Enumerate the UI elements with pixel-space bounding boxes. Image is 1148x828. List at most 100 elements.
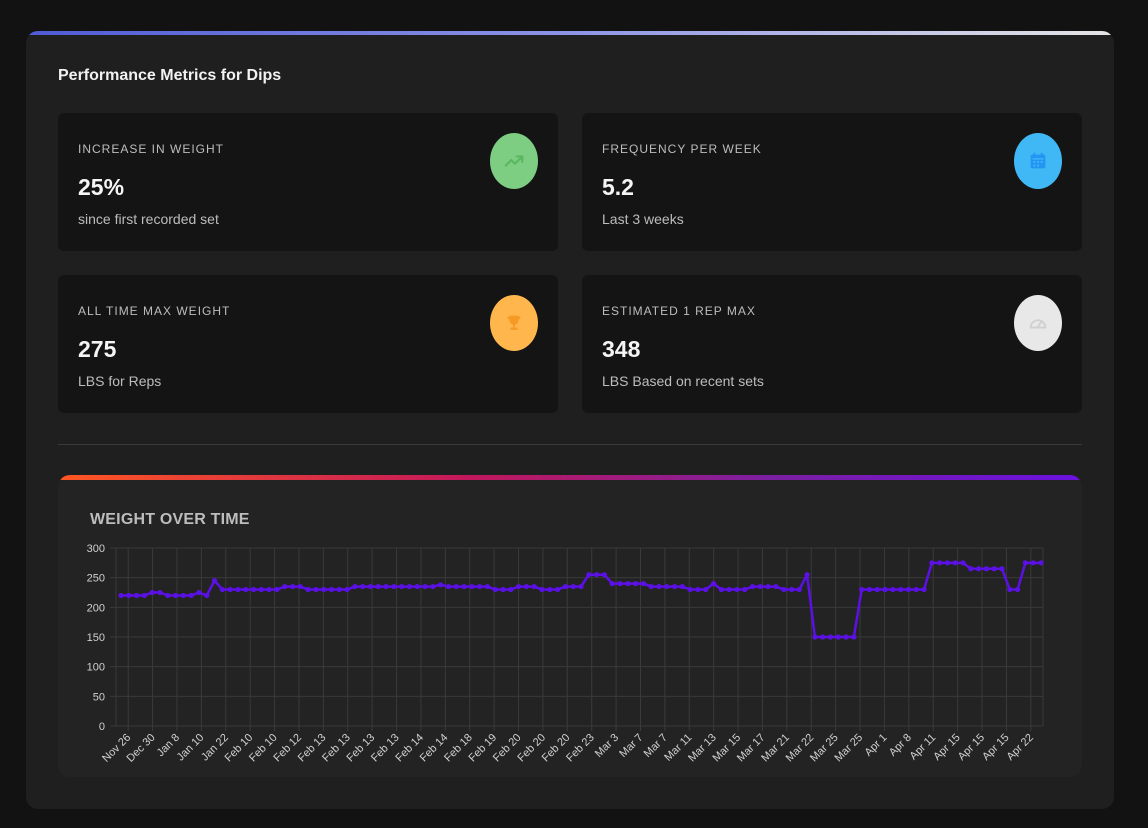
data-point <box>718 586 724 593</box>
data-point <box>578 583 584 590</box>
x-tick-label: Apr 1 <box>862 732 889 759</box>
series-line <box>121 561 1041 639</box>
metric-subtitle: LBS for Reps <box>78 373 162 389</box>
data-point <box>469 583 475 590</box>
data-point <box>196 589 202 596</box>
data-point <box>344 586 350 593</box>
data-point <box>968 566 974 572</box>
panel-title: Performance Metrics for Dips <box>58 67 282 84</box>
data-point <box>305 586 311 593</box>
y-tick-label: 250 <box>87 573 105 585</box>
data-point <box>976 566 982 572</box>
data-point <box>1022 560 1029 566</box>
data-point <box>913 586 919 593</box>
data-point <box>258 586 264 593</box>
data-point <box>640 581 646 587</box>
data-point <box>687 586 693 593</box>
data-point <box>617 581 623 587</box>
data-point <box>601 572 607 578</box>
data-point <box>133 592 140 599</box>
x-tick-label: Mar 7 <box>617 732 645 760</box>
data-point <box>492 586 498 593</box>
calendar-icon <box>1014 133 1062 189</box>
data-point <box>625 581 631 587</box>
data-point <box>991 566 997 572</box>
data-point <box>632 581 639 587</box>
data-point <box>929 560 935 566</box>
data-point <box>360 583 366 590</box>
data-point <box>851 634 857 640</box>
data-point <box>399 583 405 590</box>
data-point <box>430 583 436 590</box>
data-point <box>297 583 303 590</box>
data-point <box>609 581 615 587</box>
data-point <box>266 586 272 593</box>
data-point <box>118 592 124 599</box>
data-point <box>859 586 865 593</box>
data-point <box>827 634 834 640</box>
data-point <box>679 583 685 590</box>
data-point <box>391 583 397 590</box>
data-point <box>999 566 1005 572</box>
metric-label: INCREASE IN WEIGHT <box>78 142 225 156</box>
data-point <box>820 634 826 640</box>
metric-subtitle: LBS Based on recent sets <box>602 373 764 389</box>
trending-up-icon <box>490 133 538 189</box>
data-point <box>835 634 841 640</box>
data-point <box>593 572 600 578</box>
data-point <box>898 586 904 593</box>
y-tick-label: 300 <box>87 543 105 555</box>
data-point <box>227 586 233 593</box>
data-point <box>742 586 748 593</box>
data-point <box>781 586 787 593</box>
data-point <box>149 589 155 596</box>
data-point <box>406 583 413 590</box>
data-point <box>383 583 389 590</box>
data-point <box>905 586 912 593</box>
data-point <box>508 586 514 593</box>
data-point <box>960 560 966 566</box>
metric-subtitle: since first recorded set <box>78 211 219 227</box>
data-point <box>843 634 849 640</box>
x-tick-label: Apr 15 <box>931 732 962 763</box>
data-point <box>983 566 990 572</box>
data-point <box>484 583 491 590</box>
data-point <box>235 586 241 593</box>
data-point <box>523 583 530 590</box>
data-point <box>243 586 249 593</box>
chart-accent-bar <box>58 475 1082 480</box>
x-tick-label: Apr 15 <box>980 732 1011 763</box>
metric-card-increase-in-weight: INCREASE IN WEIGHT 25% since first recor… <box>58 113 558 251</box>
speedometer-icon <box>1014 295 1062 351</box>
y-tick-label: 200 <box>87 602 105 614</box>
data-point <box>765 583 771 590</box>
weight-over-time-chart: WEIGHT OVER TIME 0 50 100 150 200 250 300 Nov 2… <box>58 475 1082 777</box>
data-point <box>671 583 678 590</box>
data-point <box>157 589 163 596</box>
x-tick-label: Mar 25 <box>832 732 865 765</box>
data-point <box>866 586 873 593</box>
data-point <box>180 592 186 599</box>
y-tick-label: 50 <box>93 691 105 703</box>
data-point <box>188 592 194 599</box>
data-point <box>874 586 880 593</box>
data-point <box>438 582 444 588</box>
data-point <box>477 583 483 590</box>
x-tick-label: Feb 23 <box>564 732 597 765</box>
metric-subtitle: Last 3 weeks <box>602 211 684 227</box>
data-point <box>555 586 561 593</box>
data-point <box>812 634 818 640</box>
data-point <box>937 560 943 566</box>
section-divider <box>58 444 1082 445</box>
data-point <box>710 581 717 587</box>
data-point <box>1007 586 1013 593</box>
data-point <box>1015 586 1021 593</box>
data-point <box>586 572 592 578</box>
data-point <box>726 586 732 593</box>
data-point <box>796 586 802 593</box>
data-point <box>804 572 810 578</box>
x-tick-label: Apr 15 <box>956 732 987 763</box>
data-point <box>336 586 342 593</box>
trophy-icon <box>490 295 538 351</box>
